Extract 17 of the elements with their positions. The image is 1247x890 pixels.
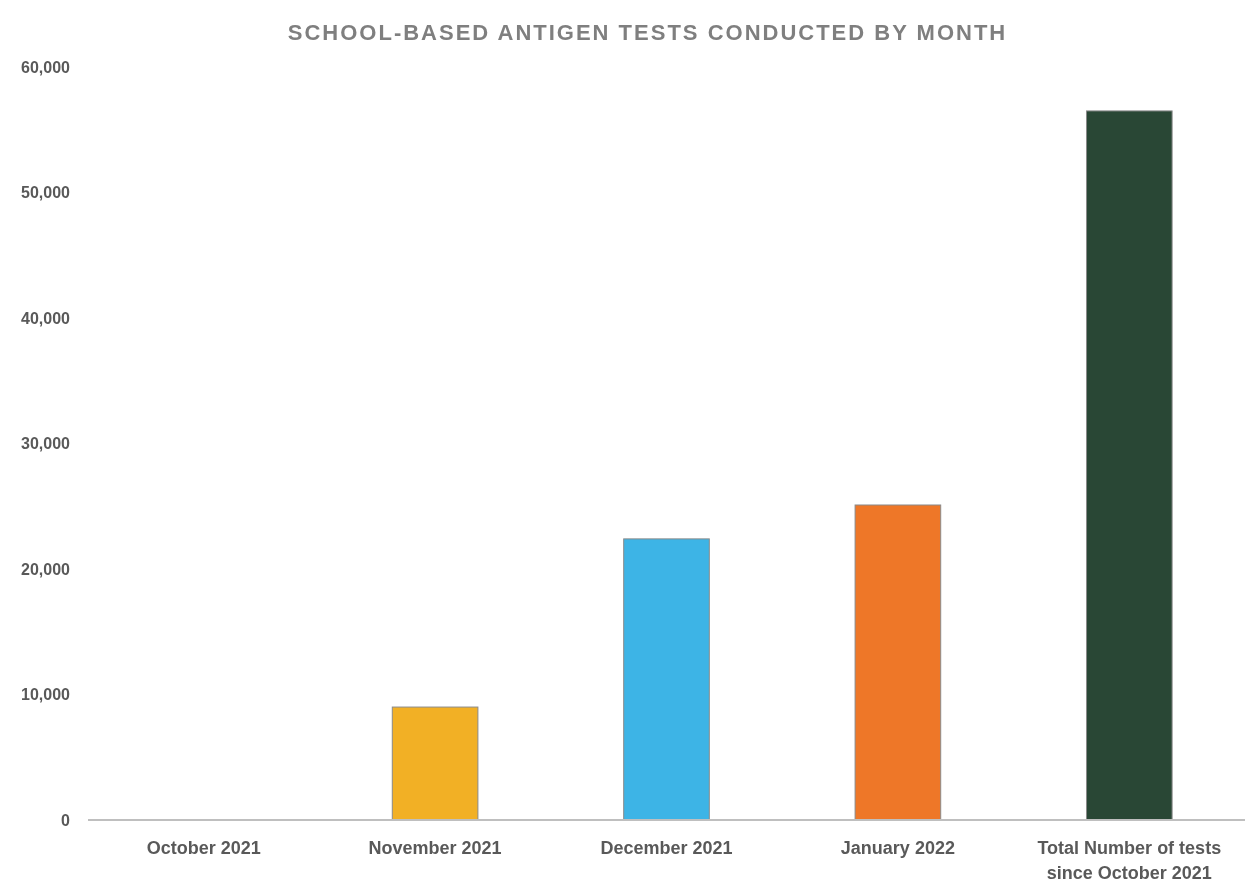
x-tick-label: January 2022 (840, 838, 955, 858)
bar (1085, 110, 1173, 821)
x-tick-label: November 2021 (368, 838, 502, 858)
y-tick-label: 30,000 (21, 435, 71, 453)
bar (391, 706, 479, 821)
y-tick-label: 60,000 (21, 58, 71, 76)
y-tick-label: 10,000 (21, 686, 71, 704)
y-tick-label: 50,000 (21, 184, 71, 202)
y-tick-label: 0 (61, 811, 71, 829)
chart-title: SCHOOL-BASED ANTIGEN TESTS CONDUCTED BY MONTH (287, 20, 1008, 45)
bar (623, 538, 710, 821)
bar (854, 504, 942, 821)
x-tick-label: Total Number of tests since October 2021 (1037, 838, 1222, 883)
x-tick-label: October 2021 (146, 838, 261, 858)
y-tick-label: 20,000 (21, 560, 71, 578)
x-tick-label: December 2021 (600, 838, 733, 858)
y-tick-label: 40,000 (21, 309, 71, 327)
